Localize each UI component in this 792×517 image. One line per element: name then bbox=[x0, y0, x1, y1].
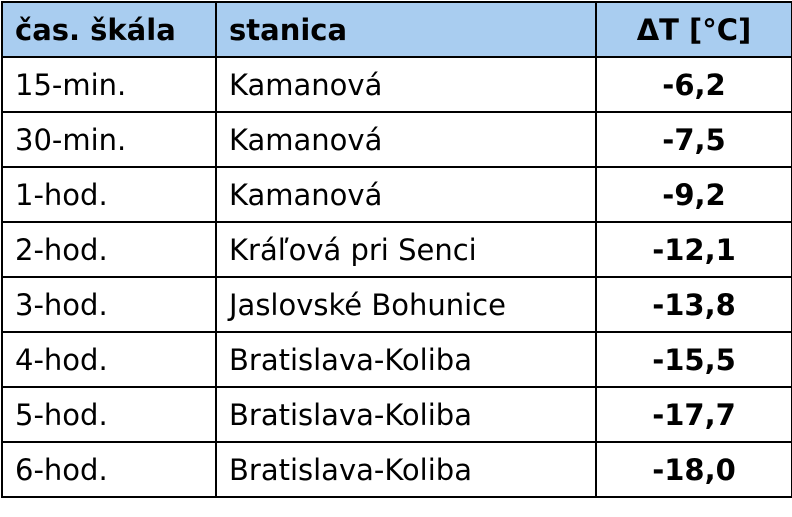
header-cell: ΔT [°C] bbox=[595, 1, 792, 58]
header-cell: stanica bbox=[215, 1, 597, 58]
table-cell: Kamanová bbox=[215, 56, 597, 113]
table-row: 15-min. Kamanová -6,2 bbox=[1, 56, 792, 113]
table-cell: Bratislava-Koliba bbox=[215, 386, 597, 443]
table-row: 1-hod. Kamanová -9,2 bbox=[1, 166, 792, 223]
table-row: 30-min. Kamanová -7,5 bbox=[1, 111, 792, 168]
table-cell: 30-min. bbox=[1, 111, 217, 168]
table-cell: -18,0 bbox=[595, 441, 792, 498]
table-cell: 1-hod. bbox=[1, 166, 217, 223]
table-cell: -7,5 bbox=[595, 111, 792, 168]
table-cell: Kamanová bbox=[215, 111, 597, 168]
table-row: 6-hod. Bratislava-Koliba -18,0 bbox=[1, 441, 792, 498]
table-cell: Kráľová pri Senci bbox=[215, 221, 597, 278]
table-row: 3-hod. Jaslovské Bohunice -13,8 bbox=[1, 276, 792, 333]
table-cell: -17,7 bbox=[595, 386, 792, 443]
table-row: 2-hod. Kráľová pri Senci -12,1 bbox=[1, 221, 792, 278]
table-row: 5-hod. Bratislava-Koliba -17,7 bbox=[1, 386, 792, 443]
table-cell: -15,5 bbox=[595, 331, 792, 388]
table-cell: Bratislava-Koliba bbox=[215, 331, 597, 388]
data-table: čas. škála stanica ΔT [°C] 15-min. Kamanová… bbox=[1, 1, 792, 498]
table-cell: -6,2 bbox=[595, 56, 792, 113]
table-cell: 3-hod. bbox=[1, 276, 217, 333]
table-cell: 5-hod. bbox=[1, 386, 217, 443]
table-cell: 2-hod. bbox=[1, 221, 217, 278]
header-cell: čas. škála bbox=[1, 1, 217, 58]
table-cell: 15-min. bbox=[1, 56, 217, 113]
table-cell: Kamanová bbox=[215, 166, 597, 223]
table-cell: Jaslovské Bohunice bbox=[215, 276, 597, 333]
table-cell: 4-hod. bbox=[1, 331, 217, 388]
table-cell: -9,2 bbox=[595, 166, 792, 223]
table-cell: -13,8 bbox=[595, 276, 792, 333]
table-body: 15-min. Kamanová -6,2 30-min. Kamanová -7,5 1-… bbox=[1, 56, 792, 498]
table-row: 4-hod. Bratislava-Koliba -15,5 bbox=[1, 331, 792, 388]
table-cell: 6-hod. bbox=[1, 441, 217, 498]
table-cell: Bratislava-Koliba bbox=[215, 441, 597, 498]
table-cell: -12,1 bbox=[595, 221, 792, 278]
header-row: čas. škála stanica ΔT [°C] bbox=[1, 1, 792, 58]
